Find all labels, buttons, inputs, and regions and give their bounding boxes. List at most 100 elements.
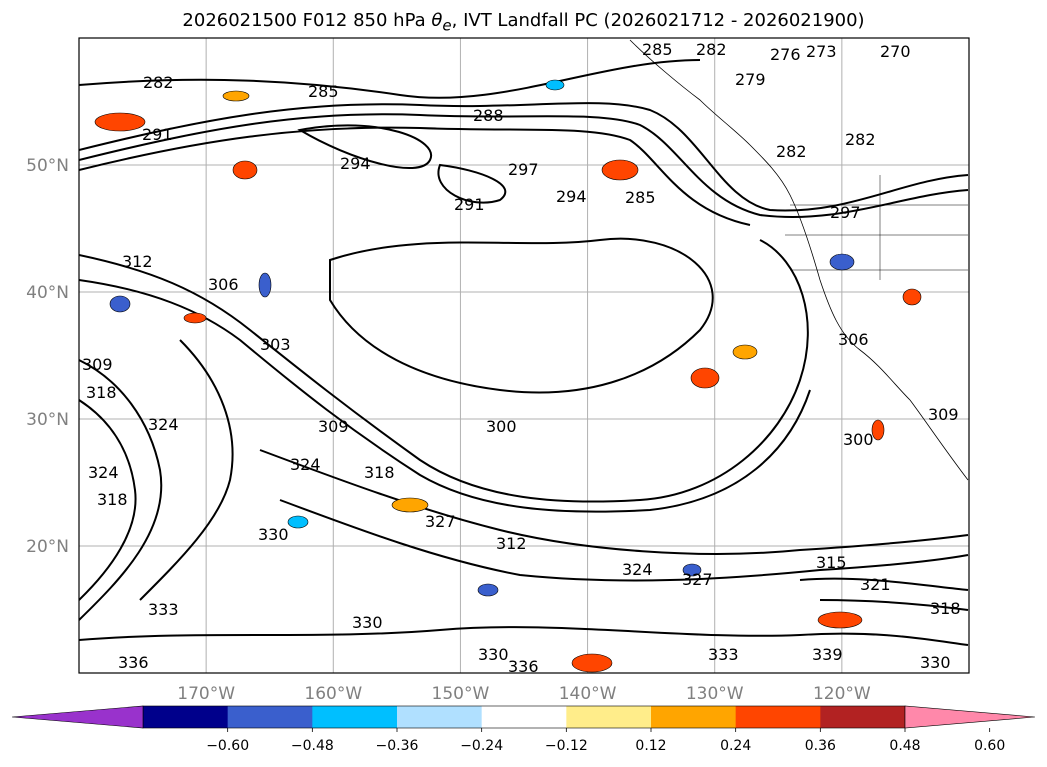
positive-anomaly-patch: [817, 611, 863, 629]
contour-line: [79, 626, 969, 646]
lon-label: 160°W: [304, 684, 362, 704]
title-theta-symbol: θ: [431, 10, 443, 31]
contour-label: 330: [352, 613, 383, 632]
contour-line: [297, 124, 433, 169]
contour-label: 333: [148, 600, 179, 619]
contour-label: 306: [838, 330, 869, 349]
title-suffix: , IVT Landfall PC (2026021712 - 20260219…: [451, 10, 865, 31]
negative-anomaly-patch: [258, 272, 272, 298]
colorbar-tick-label: −0.24: [460, 738, 503, 754]
contour-label: 309: [318, 417, 349, 436]
contour-label: 315: [816, 553, 847, 572]
contour-label: 318: [930, 599, 961, 618]
positive-anomaly-patch: [222, 90, 250, 102]
contour-line: [79, 279, 811, 513]
contour-label: 336: [508, 657, 539, 676]
contour-label: 318: [97, 490, 128, 509]
positive-anomaly-patch: [232, 160, 258, 180]
negative-anomaly-patch: [287, 515, 309, 529]
contour-line: [437, 163, 507, 204]
contour-label: 303: [260, 335, 291, 354]
contour-line: [819, 599, 969, 611]
contour-label: 318: [86, 383, 117, 402]
colorbar-ticks: −0.60 −0.48 −0.36 −0.24 −0.12 0.12 0.24 0.36 0.4…: [206, 728, 1005, 754]
colorbar-segment: [143, 706, 229, 728]
contour-label: 312: [122, 252, 153, 271]
contour-label: 285: [308, 82, 339, 101]
contour-label: 282: [845, 130, 876, 149]
positive-anomaly-patch: [183, 312, 207, 324]
contour-label: 324: [88, 463, 119, 482]
positive-anomaly-patch: [871, 419, 885, 441]
negative-anomaly-patch: [545, 79, 565, 91]
contour-label: 285: [625, 188, 656, 207]
contour-label: 330: [920, 653, 951, 672]
colorbar-segment: [312, 706, 398, 728]
contour-label: 327: [682, 570, 713, 589]
latitude-labels: 50°N 40°N 30°N 20°N: [26, 156, 69, 557]
negative-anomaly-patch: [109, 295, 131, 313]
contour-label: 333: [708, 645, 739, 664]
contour-label: 270: [880, 42, 911, 61]
colorbar-under-triangle: [11, 705, 144, 729]
colorbar-segment: [735, 706, 821, 728]
contour-line: [139, 339, 234, 601]
positive-anomaly-patch: [391, 497, 429, 513]
colorbar-over-triangle: [904, 705, 1036, 729]
contour-label: 300: [843, 430, 874, 449]
contour-label: 324: [148, 415, 179, 434]
contour-label: 339: [812, 645, 843, 664]
lon-label: 120°W: [813, 684, 871, 704]
contour-label: 294: [556, 187, 587, 206]
positive-anomaly-patch: [94, 112, 146, 132]
positive-anomaly-patch: [732, 344, 758, 360]
contour-label: 330: [478, 645, 509, 664]
ivt-pc-shading: [94, 79, 922, 673]
contour-label: 273: [806, 42, 837, 61]
contour-label: 282: [143, 73, 174, 92]
colorbar-segments: [142, 705, 906, 729]
contour-label: 297: [508, 160, 539, 179]
colorbar-tick-label: −0.60: [206, 738, 249, 754]
lon-label: 150°W: [432, 684, 490, 704]
contour-line: [279, 499, 969, 582]
map-frame: [78, 37, 970, 674]
contour-label: 318: [364, 463, 395, 482]
contour-label: 324: [290, 455, 321, 474]
contour-line: [79, 126, 751, 226]
contour-line: [79, 59, 701, 99]
colorbar-segment: [566, 706, 652, 728]
title-prefix: 2026021500 F012 850 hPa: [182, 10, 432, 31]
colorbar-tick-label: 0.48: [889, 738, 920, 754]
colorbar-segment: [651, 706, 737, 728]
lat-label: 40°N: [26, 283, 69, 303]
contour-label: 321: [860, 575, 891, 594]
positive-anomaly-patch: [690, 367, 720, 389]
contour-label: 306: [208, 275, 239, 294]
contour-label: 288: [473, 106, 504, 125]
colorbar: −0.60 −0.48 −0.36 −0.24 −0.12 0.12 0.24 0.36 0.4…: [11, 705, 1036, 754]
contour-label: 291: [454, 195, 485, 214]
colorbar-segment: [481, 706, 567, 728]
theta-e-contours: [79, 59, 969, 646]
contour-label: 282: [696, 40, 727, 59]
colorbar-tick-label: 0.60: [974, 738, 1005, 754]
lon-label: 130°W: [686, 684, 744, 704]
contour-label: 330: [258, 525, 289, 544]
negative-anomaly-patch: [682, 563, 702, 577]
map-title: 2026021500 F012 850 hPa θe, IVT Landfall…: [0, 10, 1047, 35]
lon-label: 170°W: [177, 684, 235, 704]
colorbar-segment: [397, 706, 483, 728]
contour-label: 327: [425, 512, 456, 531]
colorbar-segment: [820, 706, 906, 728]
contour-label: 324: [622, 560, 653, 579]
positive-anomaly-patch: [571, 653, 613, 673]
colorbar-tick-label: −0.36: [376, 738, 419, 754]
contour-label: 291: [142, 125, 173, 144]
colorbar-tick-label: −0.12: [545, 738, 588, 754]
contour-label: 312: [496, 534, 527, 553]
contour-label: 282: [776, 142, 807, 161]
contour-label: 309: [82, 355, 113, 374]
contour-line: [79, 102, 969, 212]
